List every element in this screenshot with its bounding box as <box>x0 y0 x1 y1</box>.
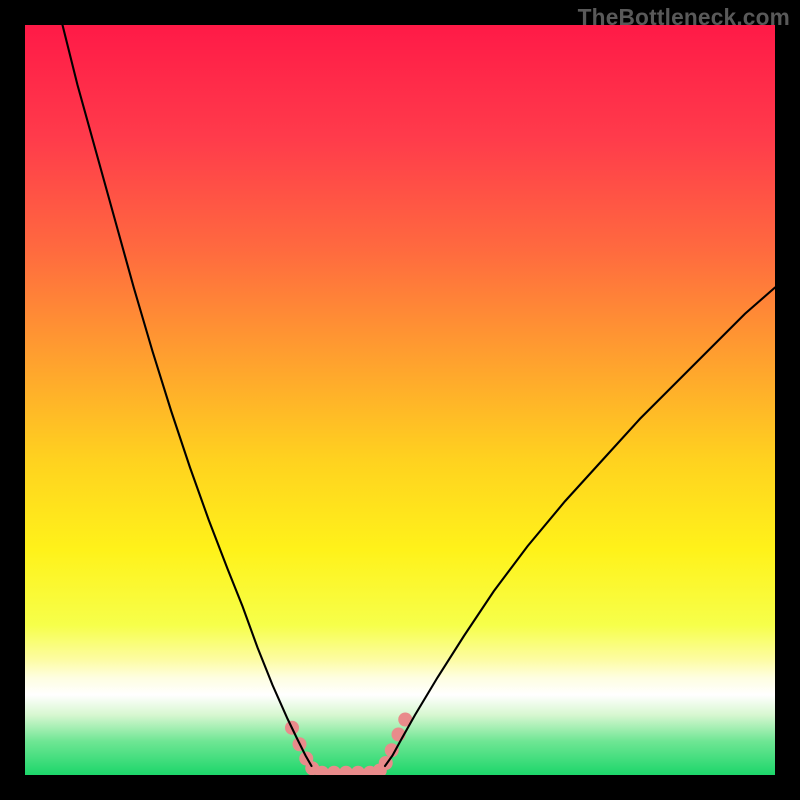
plot-area <box>25 25 775 775</box>
chart-frame: TheBottleneck.com <box>0 0 800 800</box>
watermark-text: TheBottleneck.com <box>578 4 790 31</box>
plot-svg <box>25 25 775 775</box>
gradient-background <box>25 25 775 775</box>
